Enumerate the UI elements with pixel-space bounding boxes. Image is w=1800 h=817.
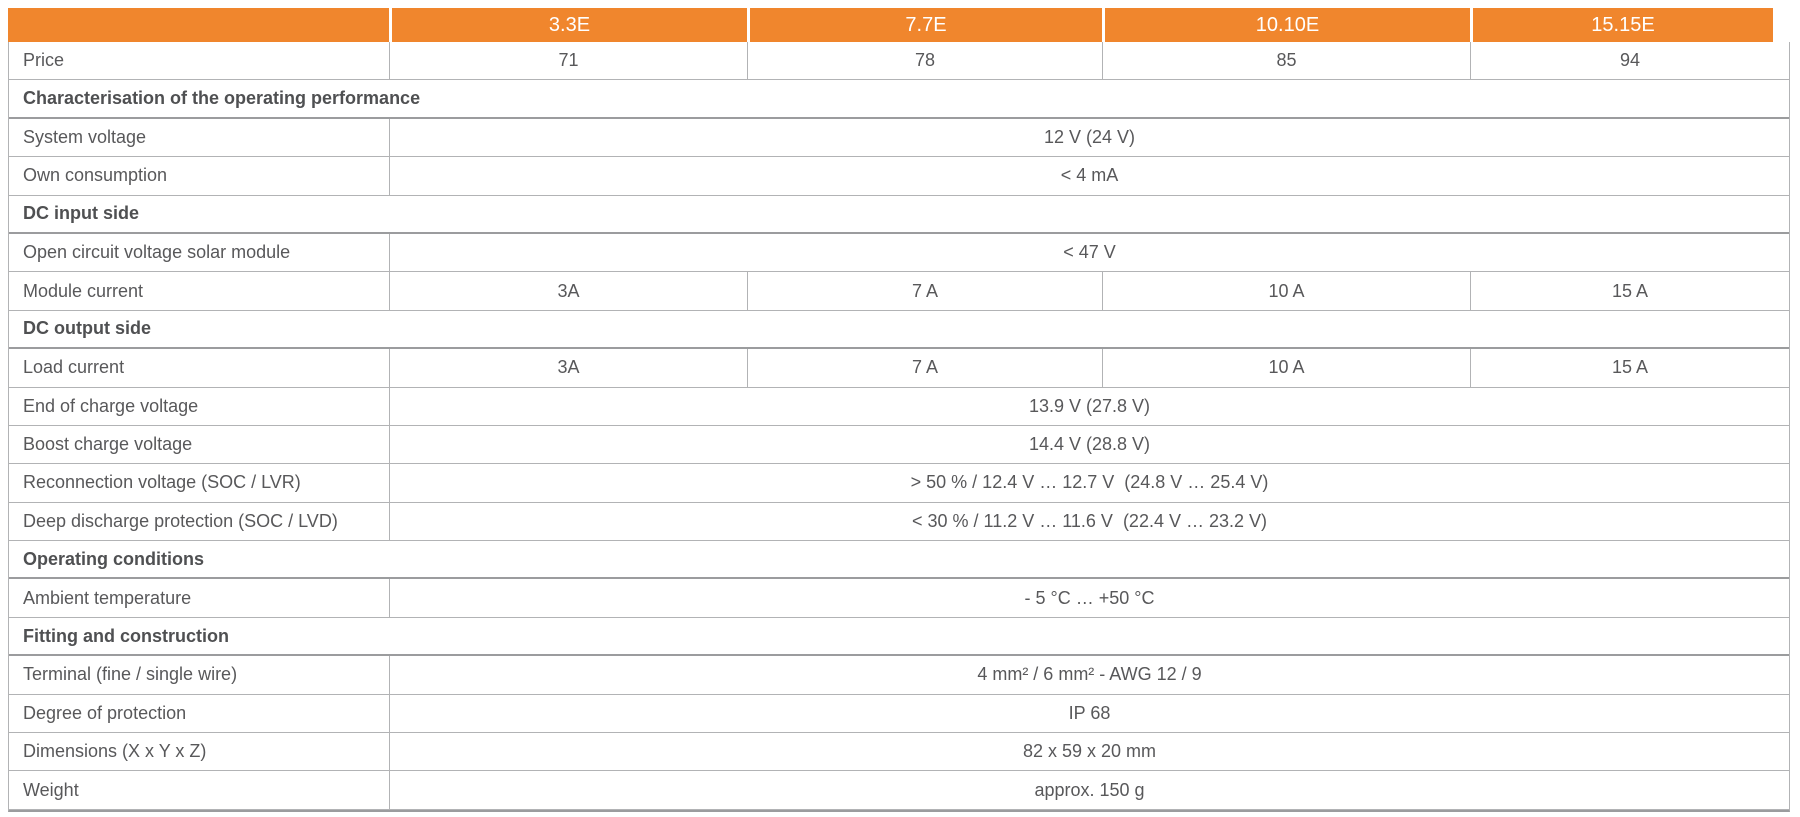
row-value: 3A (389, 272, 747, 310)
header-model-10-10e: 10.10E (1102, 8, 1470, 42)
row-value-merged: > 50 % / 12.4 V … 12.7 V (24.8 V … 25.4 … (389, 464, 1789, 502)
header-empty-cell (8, 8, 389, 42)
section-title: Characterisation of the operating perfor… (23, 88, 421, 109)
header-model-15-15e: 15.15E (1470, 8, 1773, 42)
section-title: DC output side (23, 318, 151, 339)
row-value-merged: 82 x 59 x 20 mm (389, 733, 1789, 771)
table-row-ambient-temperature: Ambient temperature - 5 °C … +50 °C (9, 579, 1789, 618)
row-value: 7 A (747, 349, 1102, 387)
row-value-merged: 12 V (24 V) (389, 118, 1789, 157)
table-row-open-circuit-voltage: Open circuit voltage solar module < 47 V (9, 233, 1789, 273)
table-row-weight: Weight approx. 150 g (9, 771, 1789, 810)
row-label: Own consumption (23, 165, 168, 186)
row-label: Degree of protection (23, 702, 187, 723)
table-body: Price 71 78 85 94 Characterisation of th… (8, 42, 1790, 812)
row-label: Boost charge voltage (23, 434, 193, 455)
section-title: DC input side (23, 203, 139, 224)
row-value: 85 (1102, 42, 1470, 80)
row-value-merged: 14.4 V (28.8 V) (389, 425, 1789, 464)
table-row-reconnection-voltage: Reconnection voltage (SOC / LVR) > 50 % … (9, 464, 1789, 503)
row-value: 7 A (747, 272, 1102, 310)
row-value-merged: < 47 V (389, 233, 1789, 272)
table-row-boost-charge-voltage: Boost charge voltage 14.4 V (28.8 V) (9, 425, 1789, 465)
row-value: 71 (389, 42, 747, 80)
row-value-merged: IP 68 (389, 694, 1789, 733)
table-row-dimensions: Dimensions (X x Y x Z) 82 x 59 x 20 mm (9, 733, 1789, 772)
table-row-price: Price 71 78 85 94 (9, 42, 1789, 81)
section-row-operating-conditions: Operating conditions (9, 541, 1789, 580)
section-title: Fitting and construction (23, 625, 229, 646)
row-value: 15 A (1470, 349, 1789, 387)
row-label: Module current (23, 280, 144, 301)
row-value: 10 A (1102, 349, 1470, 387)
row-label: Open circuit voltage solar module (23, 242, 291, 263)
table-row-terminal: Terminal (fine / single wire) 4 mm² / 6 … (9, 656, 1789, 695)
row-value: 15 A (1470, 272, 1789, 310)
row-label: System voltage (23, 126, 147, 147)
section-title: Operating conditions (23, 548, 205, 569)
product-spec-table: 3.3E 7.7E 10.10E 15.15E Price 71 78 85 9… (8, 8, 1790, 812)
row-value: 10 A (1102, 272, 1470, 310)
table-row-end-of-charge-voltage: End of charge voltage 13.9 V (27.8 V) (9, 387, 1789, 426)
table-row-deep-discharge-protection: Deep discharge protection (SOC / LVD) < … (9, 502, 1789, 542)
row-value-merged: approx. 150 g (389, 771, 1789, 809)
row-label: Ambient temperature (23, 587, 192, 608)
row-label: Deep discharge protection (SOC / LVD) (23, 510, 338, 531)
row-label: Reconnection voltage (SOC / LVR) (23, 472, 301, 493)
section-row-fitting-construction: Fitting and construction (9, 618, 1789, 657)
row-value-merged: - 5 °C … +50 °C (389, 579, 1789, 617)
row-label: Load current (23, 357, 125, 378)
row-label: End of charge voltage (23, 395, 199, 416)
row-value-merged: 4 mm² / 6 mm² - AWG 12 / 9 (389, 656, 1789, 694)
table-row-module-current: Module current 3A 7 A 10 A 15 A (9, 272, 1789, 311)
row-label: Dimensions (X x Y x Z) (23, 741, 207, 762)
section-row-dc-input: DC input side (9, 196, 1789, 234)
row-label: Price (23, 50, 65, 71)
row-value-merged: 13.9 V (27.8 V) (389, 387, 1789, 425)
row-value: 3A (389, 349, 747, 387)
row-value: 78 (747, 42, 1102, 80)
row-label: Terminal (fine / single wire) (23, 664, 238, 685)
row-label: Weight (23, 779, 79, 800)
table-row-degree-of-protection: Degree of protection IP 68 (9, 694, 1789, 734)
section-row-characterisation: Characterisation of the operating perfor… (9, 80, 1789, 119)
row-value: 94 (1470, 42, 1789, 80)
section-row-dc-output: DC output side (9, 311, 1789, 350)
row-value-merged: < 30 % / 11.2 V … 11.6 V (22.4 V … 23.2 … (389, 502, 1789, 541)
table-row-load-current: Load current 3A 7 A 10 A 15 A (9, 349, 1789, 388)
table-row-own-consumption: Own consumption < 4 mA (9, 157, 1789, 196)
row-value-merged: < 4 mA (389, 157, 1789, 195)
table-row-system-voltage: System voltage 12 V (24 V) (9, 118, 1789, 158)
header-model-3-3e: 3.3E (389, 8, 747, 42)
header-model-7-7e: 7.7E (747, 8, 1102, 42)
table-header-row: 3.3E 7.7E 10.10E 15.15E (8, 8, 1790, 42)
